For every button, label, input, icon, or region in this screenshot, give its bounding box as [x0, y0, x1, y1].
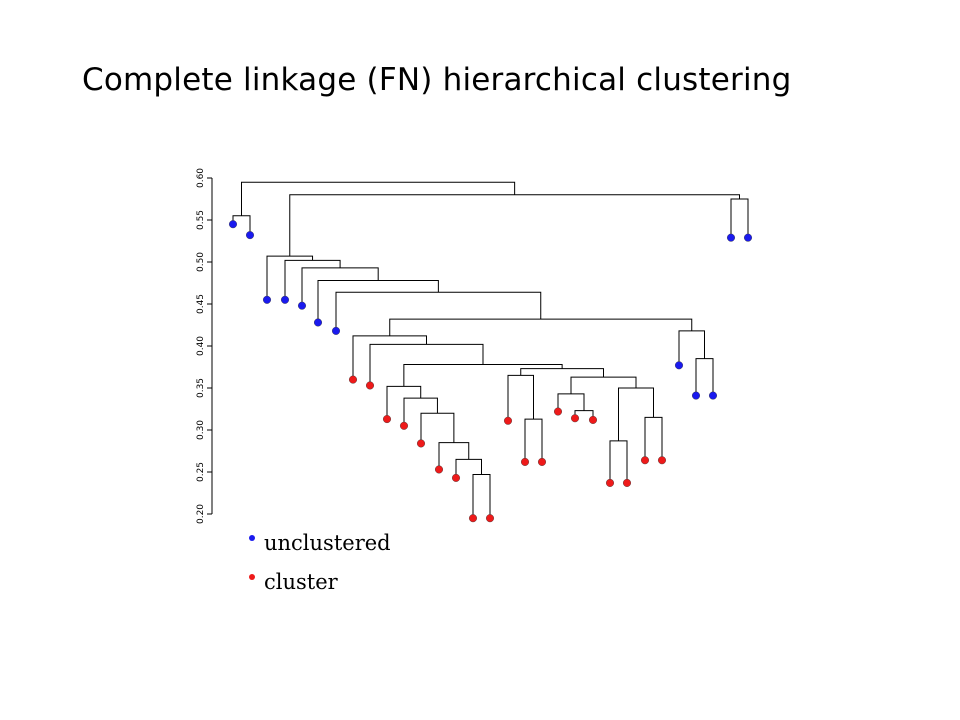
- cluster-leaf-point: [383, 415, 392, 424]
- cluster-leaf-point: [571, 414, 580, 423]
- cluster-leaf-point: [504, 416, 513, 425]
- dendrogram-links: [232, 181, 749, 519]
- dendrogram-link: [472, 474, 491, 519]
- cluster-leaf-point: [589, 415, 598, 424]
- cluster-leaf-point: [538, 457, 547, 466]
- y-tick-label: 0.20: [196, 504, 206, 524]
- dendrogram-link: [335, 291, 542, 331]
- legend-label-unclustered: unclustered: [264, 531, 391, 555]
- cluster-leaf-point: [417, 439, 426, 448]
- unclustered-leaf-point: [228, 220, 237, 229]
- dendrogram-link: [618, 387, 654, 441]
- y-tick-label: 0.30: [196, 420, 206, 440]
- y-tick-label: 0.40: [196, 336, 206, 356]
- unclustered-leaf-point: [675, 361, 684, 370]
- cluster-leaf-point: [435, 465, 444, 474]
- cluster-leaf-point: [469, 514, 478, 523]
- cluster-leaf-point: [400, 421, 409, 430]
- legend-marker-cluster: [249, 574, 255, 580]
- cluster-leaf-point: [658, 456, 667, 465]
- y-tick-label: 0.50: [196, 252, 206, 272]
- legend-marker-unclustered: [249, 535, 255, 541]
- cluster-leaf-point: [349, 375, 358, 384]
- y-tick-label: 0.60: [196, 168, 206, 188]
- unclustered-leaf-point: [744, 233, 753, 242]
- dendrogram-link: [301, 267, 379, 306]
- dendrogram-link: [644, 416, 663, 461]
- unclustered-leaf-point: [245, 231, 254, 240]
- dendrogram-link: [289, 194, 740, 257]
- dendrogram-link: [557, 393, 585, 412]
- y-tick-label: 0.45: [196, 294, 206, 314]
- unclustered-leaf-point: [727, 233, 736, 242]
- slide-title: Complete linkage (FN) hierarchical clust…: [82, 62, 792, 98]
- dendrogram-link: [438, 442, 470, 470]
- cluster-leaf-point: [366, 381, 375, 390]
- unclustered-leaf-point: [332, 326, 341, 335]
- cluster-leaf-point: [554, 407, 563, 416]
- y-tick-label: 0.35: [196, 378, 206, 398]
- unclustered-leaf-point: [263, 295, 272, 304]
- dendrogram-link: [420, 412, 455, 444]
- dendrogram-link: [403, 363, 563, 387]
- legend-label-cluster: cluster: [264, 570, 338, 594]
- legend-markers: [249, 535, 255, 580]
- unclustered-leaf-point: [281, 295, 290, 304]
- dendrogram-link: [507, 374, 534, 421]
- dendrogram-link: [389, 318, 693, 336]
- leaf-points: [228, 220, 753, 523]
- cluster-leaf-point: [521, 457, 530, 466]
- dendrogram-link: [678, 330, 705, 366]
- cluster-leaf-point: [486, 514, 495, 523]
- unclustered-leaf-point: [314, 318, 323, 327]
- unclustered-leaf-point: [298, 301, 307, 310]
- unclustered-leaf-point: [692, 391, 701, 400]
- y-tick-label: 0.25: [196, 462, 206, 482]
- dendrogram-link: [266, 255, 314, 300]
- cluster-leaf-point: [623, 478, 632, 487]
- dendrogram-link: [455, 458, 482, 478]
- cluster-leaf-point: [606, 478, 615, 487]
- cluster-leaf-point: [641, 456, 650, 465]
- y-axis: 0.20 0.25 0.30 0.35 0.40 0.45 0.50 0.55 0.60: [196, 168, 213, 524]
- unclustered-leaf-point: [709, 391, 718, 400]
- dendrogram-link: [730, 198, 749, 238]
- y-tick-label: 0.55: [196, 210, 206, 230]
- dendrogram-link: [352, 335, 427, 380]
- cluster-leaf-point: [452, 473, 461, 482]
- dendrogram-link: [570, 376, 637, 394]
- dendrogram-link: [524, 418, 543, 462]
- dendrogram-link: [695, 358, 714, 396]
- dendrogram-link: [609, 440, 628, 483]
- dendrogram-link: [241, 181, 516, 216]
